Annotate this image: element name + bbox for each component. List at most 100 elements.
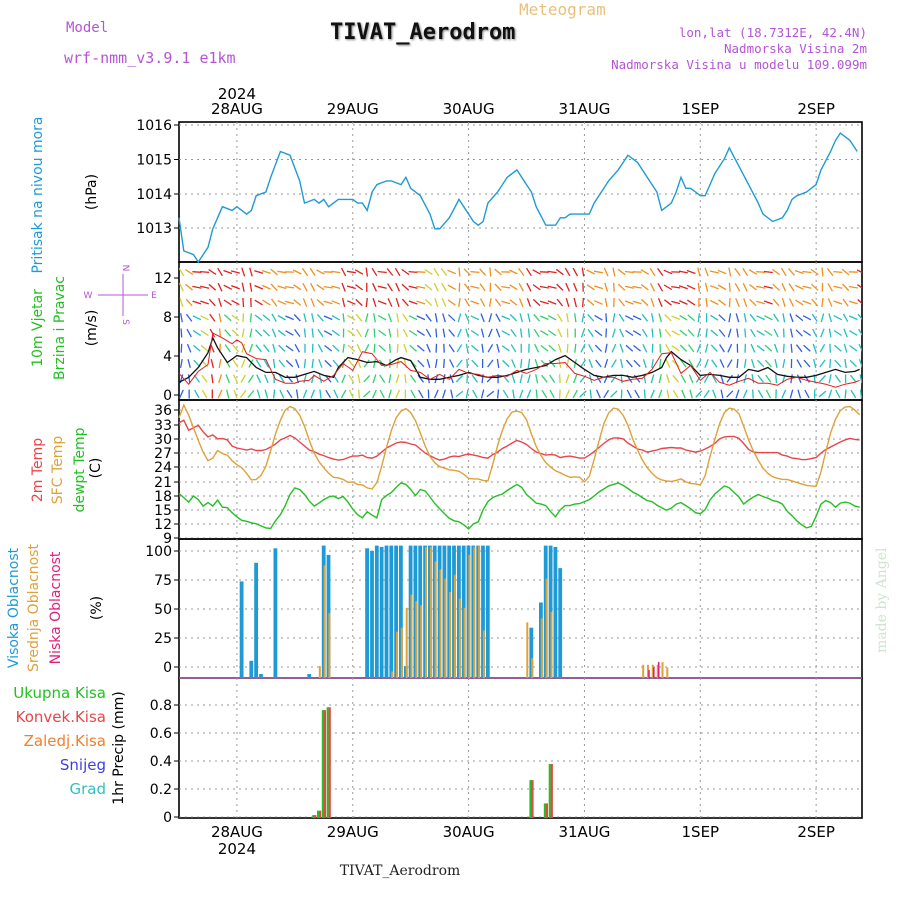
cloud-bar-1: [526, 622, 529, 678]
wind-arrow: [735, 313, 740, 323]
wind-arrow: [333, 389, 339, 399]
wind-arrow: [826, 268, 834, 276]
wind-arrow: [763, 285, 773, 289]
wind-arrow: [211, 374, 214, 384]
model-label: Model: [66, 20, 109, 36]
wind-arrow: [416, 344, 425, 352]
wind-arrow: [580, 343, 586, 353]
wind-arrow: [272, 389, 276, 399]
wind-arrow: [810, 268, 819, 276]
wind-arrow: [249, 328, 253, 338]
wind-arrow: [743, 313, 747, 323]
wind-arrow: [231, 284, 240, 290]
wind-arrow: [697, 267, 701, 277]
wind-arrow: [263, 359, 270, 368]
wind-arrow: [388, 328, 392, 338]
wind-arrow: [303, 328, 307, 338]
wind-arrow: [502, 359, 510, 368]
wind-arrow: [803, 374, 811, 383]
y-tick-label: 1016: [136, 118, 172, 134]
wind-arrow: [254, 299, 263, 306]
wind-arrow: [527, 313, 531, 323]
wind-arrow: [241, 343, 246, 353]
wind-arrow: [185, 298, 193, 307]
wind-arrow: [581, 313, 585, 323]
wind-arrow: [371, 267, 378, 277]
wind-arrow: [301, 267, 309, 277]
y-tick-label: 0.8: [150, 698, 172, 714]
wind-arrow: [566, 343, 569, 353]
cloud-bar-2: [657, 662, 660, 678]
wind-arrow: [587, 328, 594, 338]
wind-arrow: [286, 389, 293, 399]
wind-arrow: [695, 390, 703, 398]
wind-arrow: [466, 358, 469, 369]
wind-arrow: [458, 267, 461, 277]
cloud-bar-0: [481, 545, 485, 678]
wind-arrow: [396, 313, 400, 323]
wind-arrow: [357, 374, 361, 384]
wind-arrow: [510, 344, 517, 353]
wind-arrow: [231, 329, 240, 337]
compass-e: E: [151, 291, 157, 301]
wind-arrow: [580, 328, 586, 338]
wind-arrow: [688, 359, 694, 368]
wind-arrow: [526, 389, 532, 399]
cloud-bar-0: [249, 660, 254, 678]
wind-arrow: [447, 269, 457, 275]
wind-arrow: [566, 358, 570, 369]
panel-frame: [178, 677, 863, 819]
wind-arrow: [781, 389, 787, 399]
wind-arrow: [293, 314, 301, 322]
wind-arrow: [208, 283, 217, 291]
wind-arrow: [686, 299, 696, 306]
cloud-bar-0: [379, 546, 384, 678]
wind-arrow: [858, 359, 862, 368]
cloud-bar-1: [323, 565, 326, 678]
wind-arrow: [501, 330, 511, 336]
wind-arrow: [470, 344, 479, 352]
wind-arrow: [858, 343, 862, 352]
wind-arrow: [502, 389, 509, 399]
wind-arrow: [821, 267, 824, 277]
wind-arrow: [372, 374, 377, 384]
wind-arrow: [442, 328, 446, 338]
precip-bar-0: [317, 810, 320, 818]
wind-arrow: [679, 314, 688, 321]
wind-arrow: [657, 282, 664, 292]
wind-arrow: [718, 329, 726, 337]
wind-arrow: [192, 285, 202, 289]
cloud-bar-0: [399, 545, 403, 678]
wind-arrow: [781, 298, 786, 307]
wind-arrow: [618, 313, 625, 322]
cloud-bar-0: [558, 568, 563, 678]
y-tick-label: 18: [154, 489, 172, 505]
wind-arrow: [811, 298, 819, 307]
wind-arrow: [434, 297, 439, 308]
wind-arrow: [565, 298, 570, 307]
wind-arrow: [743, 358, 747, 369]
wind-arrow: [697, 282, 701, 292]
wind-arrow: [285, 330, 294, 336]
x-tick-label-bottom: 29AUG: [327, 823, 379, 841]
wind-arrow: [224, 344, 231, 353]
wind-arrow: [472, 389, 478, 399]
wind-arrow: [447, 299, 456, 306]
wind-arrow: [186, 343, 192, 353]
sfctemp-line: [178, 403, 861, 490]
wind-arrows: [179, 267, 862, 399]
wind-arrow: [603, 374, 609, 384]
wind-arrow: [362, 390, 371, 398]
wind-arrow: [519, 389, 524, 399]
wind-arrow: [433, 267, 440, 277]
wind-arrow: [311, 358, 314, 369]
cloud-bar-1: [391, 671, 394, 678]
wind-arrow: [447, 314, 456, 322]
wind-arrow: [573, 297, 578, 308]
cloud-bar-1: [425, 546, 427, 678]
wind-arrow: [487, 343, 494, 353]
wind-arrow: [440, 268, 448, 276]
wind-arrow: [772, 298, 780, 307]
precip-bar-1: [323, 710, 326, 818]
wind-arrow: [820, 328, 825, 338]
